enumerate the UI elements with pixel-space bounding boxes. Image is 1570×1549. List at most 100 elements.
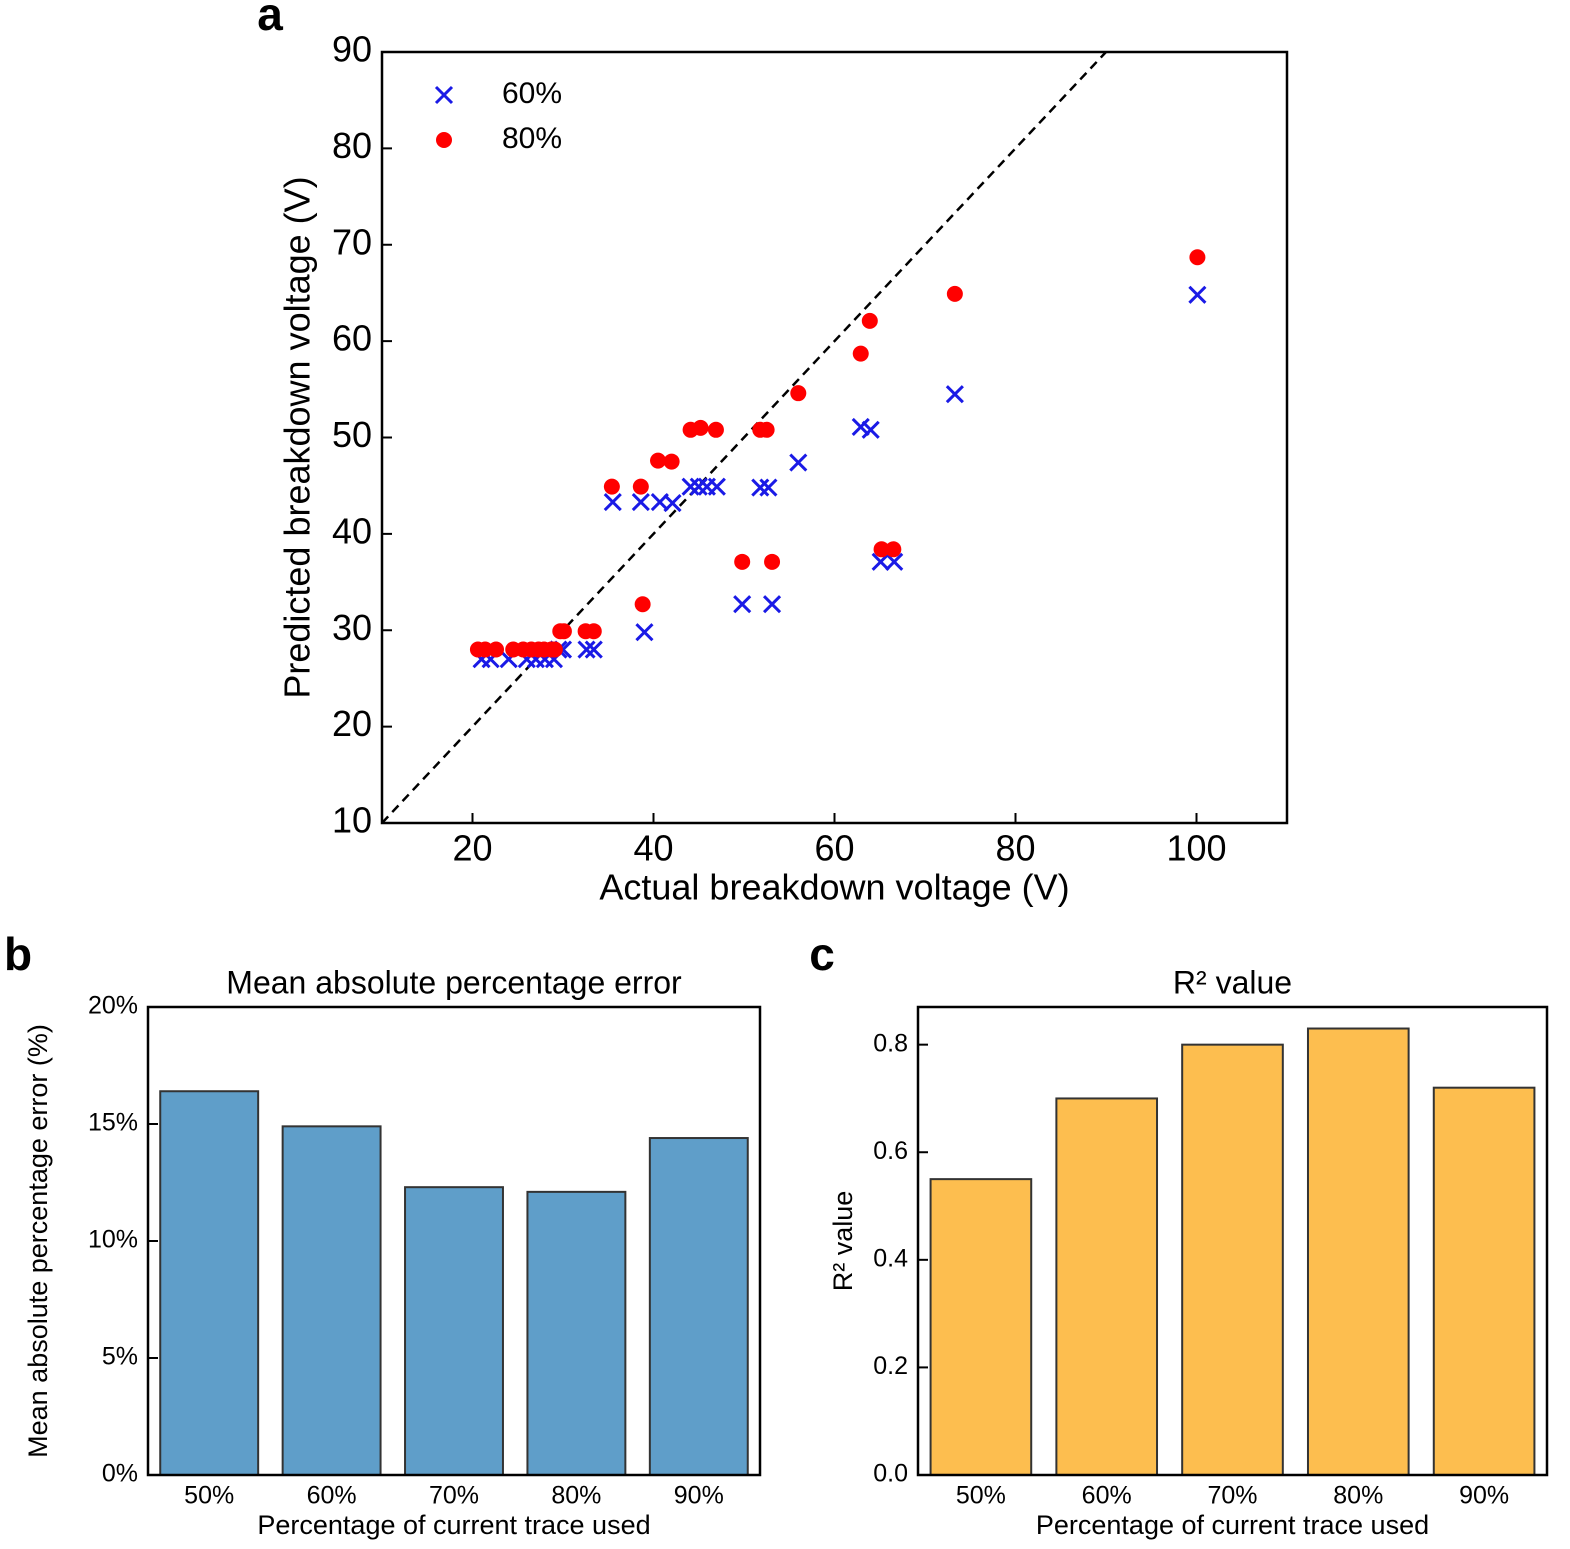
x-tick-label: 20 [452, 828, 492, 869]
bar [929, 1178, 1033, 1476]
data-point [861, 420, 880, 439]
bar [281, 1125, 382, 1476]
y-tick-label: 40 [332, 510, 372, 551]
bar [159, 1090, 260, 1476]
y-axis-label: R² value [828, 1191, 858, 1292]
x-tick-label: 70% [429, 1482, 479, 1510]
y-tick-label: 10 [332, 800, 372, 841]
chart-title: Mean absolute percentage error [226, 964, 682, 1000]
legend-marker [434, 85, 454, 105]
data-point [663, 493, 682, 513]
data-point [789, 453, 808, 472]
data-point [734, 553, 751, 570]
x-axis-label: Percentage of current trace used [257, 1510, 650, 1540]
y-tick-label: 0% [102, 1460, 138, 1488]
y-tick-label: 80 [332, 125, 372, 166]
data-point [762, 595, 782, 614]
y-tick-label: 0.2 [873, 1352, 908, 1380]
y-axis-label: Predicted breakdown voltage (V) [277, 176, 318, 698]
x-tick-label: 80% [1333, 1482, 1383, 1510]
x-tick-label: 60% [307, 1482, 357, 1510]
x-axis-label: Actual breakdown voltage (V) [599, 867, 1069, 908]
y-tick-label: 70 [332, 221, 372, 262]
legend-marker [436, 132, 452, 148]
panel-label: b [4, 928, 32, 980]
data-point [603, 478, 620, 495]
data-point [634, 596, 651, 613]
y-tick-label: 0.6 [873, 1137, 908, 1165]
y-tick-label: 15% [88, 1109, 138, 1137]
y-tick-label: 5% [102, 1343, 138, 1371]
bar [526, 1190, 627, 1476]
y-tick-label: 10% [88, 1226, 138, 1254]
data-point [707, 421, 724, 438]
legend-label: 60% [502, 77, 562, 110]
x-axis-label: Percentage of current trace used [1036, 1510, 1429, 1540]
panel-label: c [809, 928, 835, 980]
plot-frame [380, 50, 1289, 825]
x-tick-label: 60% [1082, 1482, 1132, 1510]
data-point [650, 452, 667, 469]
data-point [631, 493, 650, 512]
data-point [577, 640, 596, 659]
identity-line [381, 51, 1107, 824]
y-tick-label: 60 [332, 318, 372, 359]
data-point [546, 641, 563, 658]
bar [1432, 1086, 1536, 1477]
data-point [635, 623, 654, 642]
data-point [852, 345, 869, 362]
x-tick-label: 40 [633, 828, 673, 869]
y-tick-label: 20 [332, 703, 372, 744]
y-tick-label: 90 [332, 29, 372, 70]
bar [648, 1137, 749, 1477]
data-point [885, 541, 902, 558]
data-point [488, 641, 505, 658]
data-point [764, 553, 781, 570]
data-point [585, 623, 602, 640]
legend-label: 80% [502, 122, 562, 155]
data-point [681, 477, 700, 496]
bar [1055, 1097, 1159, 1476]
data-point [1189, 249, 1206, 266]
data-point [689, 477, 708, 496]
data-point [632, 478, 649, 495]
data-point [603, 493, 622, 512]
x-tick-label: 100 [1166, 828, 1226, 869]
data-point [751, 478, 770, 497]
data-point [945, 385, 964, 404]
data-point [873, 541, 890, 558]
y-axis-label: Mean absolute percentage error (%) [23, 1024, 53, 1458]
data-point [555, 623, 572, 640]
data-point [790, 385, 807, 402]
data-point [851, 417, 870, 436]
data-point [759, 478, 778, 497]
data-point [946, 285, 963, 302]
y-tick-label: 20% [88, 992, 138, 1020]
data-point [758, 421, 775, 438]
y-tick-label: 0.4 [873, 1244, 908, 1272]
x-tick-label: 90% [1459, 1482, 1509, 1510]
data-point [885, 552, 904, 571]
panel-label: a [257, 0, 283, 40]
x-tick-label: 50% [956, 1482, 1006, 1510]
x-tick-label: 80 [995, 828, 1035, 869]
chart-title: R² value [1173, 964, 1292, 1000]
data-point [861, 312, 878, 329]
data-point [663, 453, 680, 470]
plot-frame [146, 1005, 762, 1477]
bar [1181, 1043, 1284, 1476]
data-point [733, 595, 752, 614]
data-point [692, 419, 709, 436]
x-tick-label: 50% [184, 1482, 234, 1510]
y-tick-label: 0.8 [873, 1029, 908, 1057]
plot-frame [916, 1005, 1549, 1477]
y-tick-label: 0.0 [873, 1460, 908, 1488]
data-point [871, 552, 890, 571]
data-point [584, 640, 603, 659]
bar [404, 1186, 504, 1477]
y-tick-label: 30 [332, 607, 372, 648]
x-tick-label: 80% [551, 1482, 601, 1510]
x-tick-label: 70% [1207, 1482, 1257, 1510]
